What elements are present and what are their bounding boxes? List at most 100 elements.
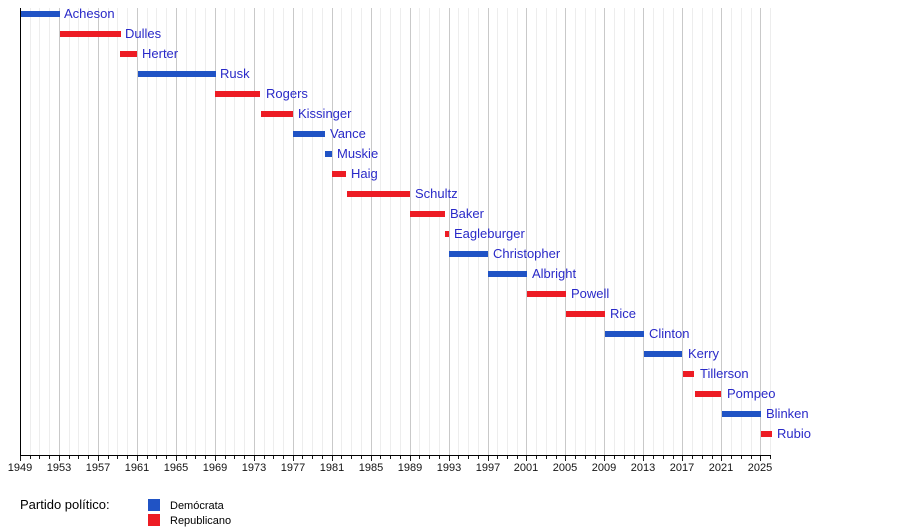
minor-gridline bbox=[546, 8, 547, 455]
major-gridline bbox=[760, 8, 761, 455]
minor-tick bbox=[614, 456, 615, 459]
bar-blinken bbox=[722, 411, 761, 417]
x-tick-label: 2017 bbox=[669, 462, 695, 474]
bar-label-clinton: Clinton bbox=[649, 326, 690, 341]
minor-gridline bbox=[88, 8, 89, 455]
minor-tick bbox=[419, 456, 420, 459]
minor-tick bbox=[49, 456, 50, 459]
minor-gridline bbox=[439, 8, 440, 455]
minor-tick bbox=[88, 456, 89, 459]
major-tick bbox=[643, 456, 644, 461]
major-gridline bbox=[176, 8, 177, 455]
bar-kissinger bbox=[261, 111, 293, 117]
minor-gridline bbox=[186, 8, 187, 455]
minor-gridline bbox=[147, 8, 148, 455]
bar-clinton bbox=[605, 331, 644, 337]
minor-gridline bbox=[468, 8, 469, 455]
bar-dulles bbox=[60, 31, 121, 37]
minor-tick bbox=[341, 456, 342, 459]
minor-gridline bbox=[712, 8, 713, 455]
major-tick bbox=[254, 456, 255, 461]
bar-label-dulles: Dulles bbox=[125, 26, 162, 41]
major-gridline bbox=[449, 8, 450, 455]
minor-tick bbox=[653, 456, 654, 459]
bar-vance bbox=[293, 131, 325, 137]
minor-gridline bbox=[429, 8, 430, 455]
major-tick bbox=[98, 456, 99, 461]
minor-tick bbox=[585, 456, 586, 459]
minor-tick bbox=[380, 456, 381, 459]
minor-tick bbox=[117, 456, 118, 459]
bar-label-acheson: Acheson bbox=[64, 6, 115, 21]
bar-label-muskie: Muskie bbox=[337, 146, 379, 161]
minor-gridline bbox=[166, 8, 167, 455]
major-tick bbox=[760, 456, 761, 461]
minor-tick bbox=[351, 456, 352, 459]
minor-tick bbox=[390, 456, 391, 459]
major-tick bbox=[604, 456, 605, 461]
bar-label-vance: Vance bbox=[330, 126, 366, 141]
major-gridline bbox=[410, 8, 411, 455]
major-gridline bbox=[332, 8, 333, 455]
bar-label-rogers: Rogers bbox=[266, 86, 308, 101]
minor-tick bbox=[546, 456, 547, 459]
minor-gridline bbox=[302, 8, 303, 455]
minor-gridline bbox=[108, 8, 109, 455]
minor-tick bbox=[39, 456, 40, 459]
minor-gridline bbox=[244, 8, 245, 455]
bar-rice bbox=[566, 311, 605, 317]
minor-gridline bbox=[653, 8, 654, 455]
minor-gridline bbox=[49, 8, 50, 455]
bar-eagleburger bbox=[445, 231, 449, 237]
minor-tick bbox=[234, 456, 235, 459]
minor-gridline bbox=[517, 8, 518, 455]
minor-tick bbox=[205, 456, 206, 459]
major-gridline bbox=[371, 8, 372, 455]
minor-tick bbox=[692, 456, 693, 459]
x-tick-label: 1965 bbox=[163, 462, 189, 474]
legend-label-democrata: Demócrata bbox=[170, 500, 224, 512]
x-tick-label: 1961 bbox=[124, 462, 150, 474]
bar-muskie bbox=[325, 151, 332, 157]
major-tick bbox=[293, 456, 294, 461]
x-tick-label: 1957 bbox=[85, 462, 111, 474]
x-tick-label: 2021 bbox=[708, 462, 734, 474]
minor-gridline bbox=[458, 8, 459, 455]
minor-gridline bbox=[731, 8, 732, 455]
minor-gridline bbox=[419, 8, 420, 455]
x-tick-label: 1997 bbox=[475, 462, 501, 474]
major-tick bbox=[371, 456, 372, 461]
minor-gridline bbox=[127, 8, 128, 455]
minor-gridline bbox=[507, 8, 508, 455]
minor-gridline bbox=[702, 8, 703, 455]
major-gridline bbox=[215, 8, 216, 455]
minor-tick bbox=[400, 456, 401, 459]
major-tick bbox=[20, 456, 21, 461]
minor-gridline bbox=[225, 8, 226, 455]
x-tick-label: 1993 bbox=[436, 462, 462, 474]
minor-gridline bbox=[312, 8, 313, 455]
x-tick-label: 1949 bbox=[7, 462, 33, 474]
minor-gridline bbox=[575, 8, 576, 455]
bar-label-christopher: Christopher bbox=[493, 246, 561, 261]
minor-tick bbox=[468, 456, 469, 459]
major-tick bbox=[565, 456, 566, 461]
democrat-color-swatch bbox=[148, 499, 160, 511]
minor-tick bbox=[702, 456, 703, 459]
minor-gridline bbox=[341, 8, 342, 455]
major-gridline bbox=[604, 8, 605, 455]
minor-tick bbox=[624, 456, 625, 459]
minor-tick bbox=[302, 456, 303, 459]
bar-label-rubio: Rubio bbox=[777, 426, 811, 441]
x-tick-label: 1969 bbox=[202, 462, 228, 474]
minor-tick bbox=[127, 456, 128, 459]
minor-tick bbox=[478, 456, 479, 459]
minor-gridline bbox=[380, 8, 381, 455]
minor-tick bbox=[770, 456, 771, 459]
minor-tick bbox=[731, 456, 732, 459]
minor-gridline bbox=[234, 8, 235, 455]
minor-tick bbox=[751, 456, 752, 459]
bar-rubio bbox=[761, 431, 772, 437]
bar-label-kerry: Kerry bbox=[688, 346, 720, 361]
